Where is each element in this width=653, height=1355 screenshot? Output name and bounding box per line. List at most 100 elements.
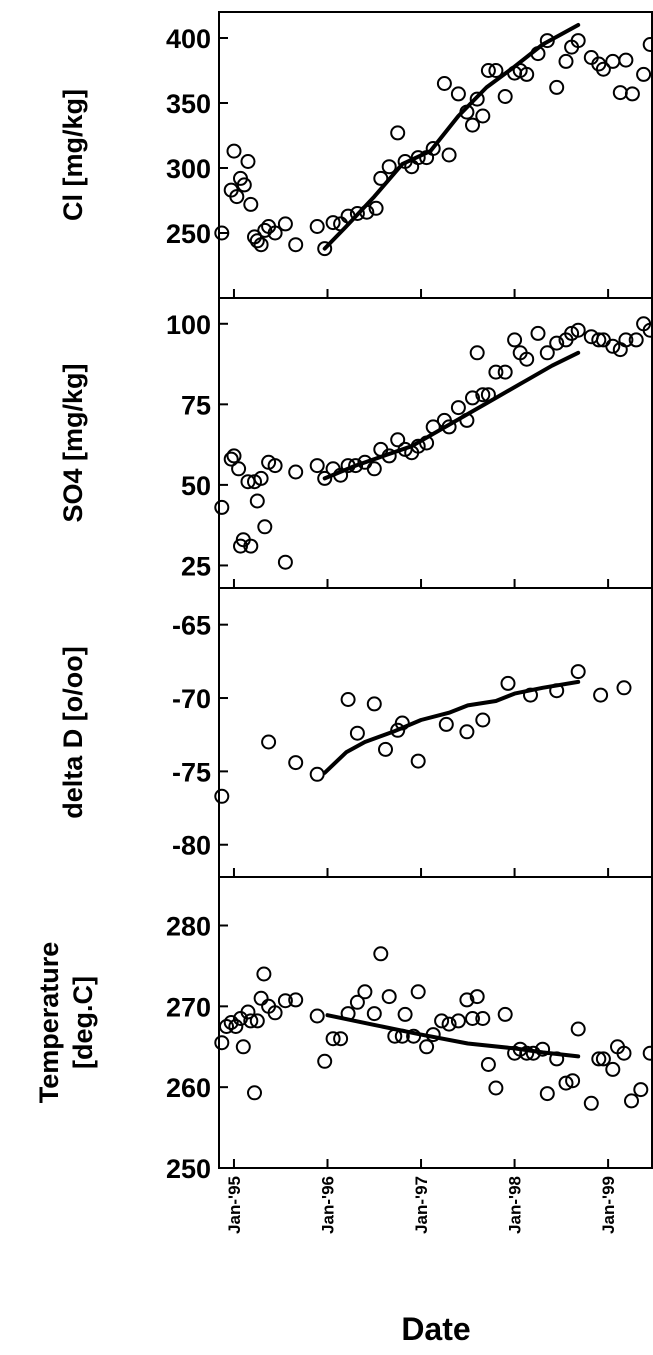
panel-1-data-point [450,86,466,102]
panel-3-ytick-label: -70 [172,684,211,714]
panel-4-data-point [219,1019,234,1034]
panel-3-data-point [390,722,406,738]
panel-1-data-point [618,52,634,68]
panel-2-data-point [410,438,426,454]
panel-3-ytick-label: -80 [172,831,211,861]
panel-4-data-point [570,1021,586,1037]
panel-2-data-point [618,332,634,348]
panel-1-data-point [459,104,475,120]
panel-1-data-point [373,170,389,186]
x-tick-label: Jan-'95 [225,1176,244,1234]
panel-1-data-point [359,204,375,220]
panel-2-data-point [642,322,653,338]
panel-2-data-point [317,470,333,486]
panel-4-data-point [349,994,365,1010]
panel-1-data-point [340,208,356,224]
panel-3-data-point [410,753,426,769]
axes-ticks: 250 300 350 400 25 50 75 100 -65 -70 -75 -80 250 260 2… [166,24,618,1234]
panel-1-data-point [236,177,252,193]
panel-4-data-point [243,1013,259,1029]
panel-4-data-point [469,989,485,1005]
panel-4-data-point [397,1006,413,1022]
panel-3-frame [218,587,653,878]
panel-2-data-point [488,364,504,380]
panel-4-data-point [277,993,293,1009]
panel-frames [218,11,653,1169]
panel-1-data-point [249,233,265,249]
panel-2-data-point [253,470,269,486]
panel-2-data-point [243,538,259,554]
panel-2-data-point [591,332,607,348]
x-tick-label: Jan-'97 [412,1176,431,1234]
panel-2-data-point [583,329,599,345]
panel-1-data-point [642,37,653,52]
panel-4-data-point [394,1028,410,1044]
axis-labels: Cl [mg/kg] SO4 [mg/kg] delta D [o/oo] Tempe… [34,89,98,1103]
panel-2-data-point [465,390,480,406]
panel-4-data-point [249,1013,265,1029]
x-tick-label: Jan-'99 [599,1176,618,1234]
panel-1-data-point [636,66,652,82]
panel-1-data-point [267,225,283,241]
panel-4-data-point [441,1016,457,1032]
panel-2-data-point [475,387,491,403]
panel-1-data-point [595,61,611,77]
panel-4-data-point [228,1019,244,1034]
panel-2-data-point [441,419,457,435]
panel-4-data-point [366,1006,382,1022]
panel-4-data-point [605,1061,621,1077]
panel-1-data-point [624,86,640,102]
panel-3-ytick-label: -65 [172,611,211,641]
panel-4-data-point [519,1045,535,1061]
panel-4-data-point [616,1045,632,1061]
panel-1-data-point [612,85,628,101]
x-axis-label: Date [401,1311,470,1347]
panel-3-data-point [378,741,393,757]
panel-1-data-point [309,219,325,234]
panel-2-data-point [519,351,535,367]
panel-1-data-point [243,196,259,212]
data-points [214,33,653,1111]
panel-4-data-point [624,1093,639,1109]
panel-4-data-point [633,1082,649,1098]
panel-1-data-point [257,222,273,238]
panel-2-data-point [605,338,621,354]
panel-2-data-point [459,412,475,428]
panel-2-data-point [309,458,325,474]
panel-1-data-point [605,53,621,69]
panel-3-data-point [616,680,632,696]
panel-1-data-point [288,237,304,253]
panel-2-y-axis-label: SO4 [mg/kg] [58,363,88,522]
panel-4-data-point [267,1005,283,1021]
panel-2-data-point [570,322,586,338]
panel-1-data-point [368,200,384,216]
panel-4-data-point [475,1011,491,1026]
panel-4-data-point [253,990,269,1006]
panel-3-data-point [570,664,586,680]
panel-1-data-point [317,241,333,257]
panel-2-data-point [425,419,441,435]
panel-4-data-point [410,984,426,1000]
panel-2-data-point [419,435,435,451]
panel-4-data-point [595,1051,611,1067]
panel-1-data-point [349,206,365,221]
panel-4-data-point [288,992,304,1008]
panel-1-data-point [519,66,535,82]
panel-4-ytick-label: 260 [166,1073,211,1103]
panel-2-data-point [549,335,565,351]
panel-2-data-point [257,519,273,535]
panel-4-data-point [535,1041,551,1057]
panel-1-data-point [469,91,485,107]
panel-1-data-point [570,33,586,49]
panel-3-data-point [214,788,230,804]
panel-2-data-point [373,441,389,457]
panel-2-data-point [480,387,496,403]
panel-3-data-point [340,692,356,707]
panel-1-data-point [539,33,555,49]
panel-4-frame [218,876,653,1169]
panel-3-y-axis-label: delta D [o/oo] [58,646,88,818]
panel-1-ytick-label: 350 [166,89,211,119]
panel-2-ytick-label: 25 [181,551,211,581]
panel-1-data-point [549,79,565,95]
